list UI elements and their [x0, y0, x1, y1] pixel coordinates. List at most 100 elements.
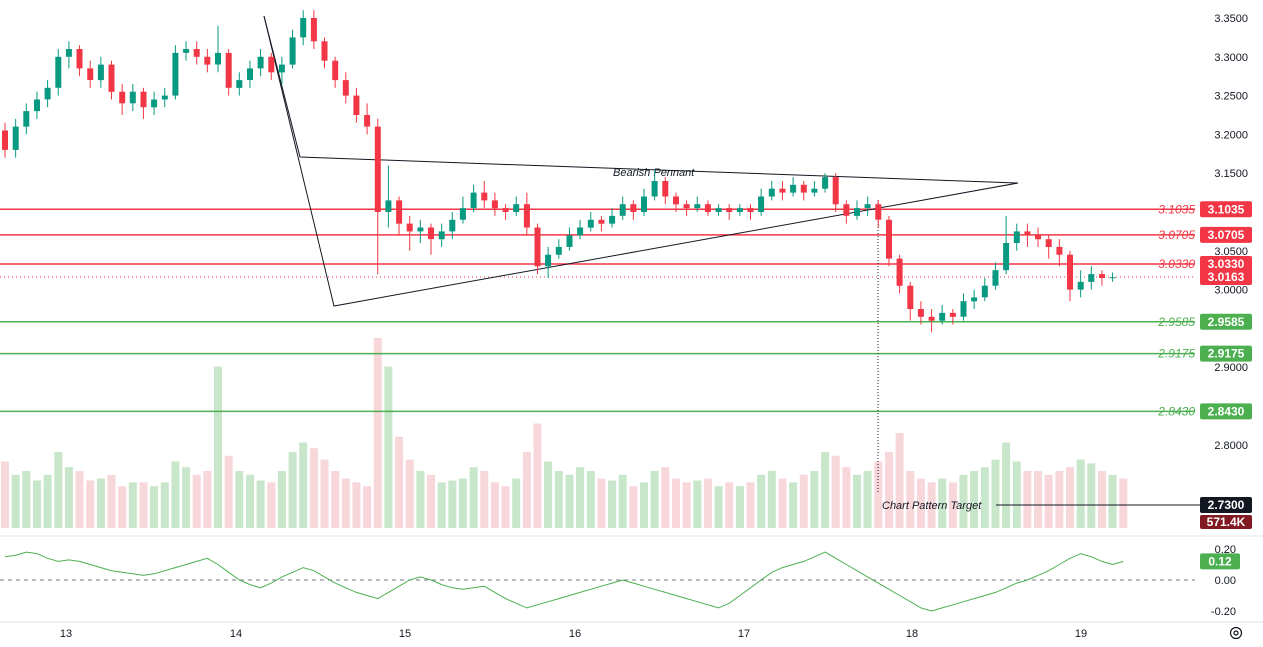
candle-body [459, 208, 466, 220]
candle-body [1056, 246, 1063, 255]
candle-body [353, 95, 360, 115]
volume-bar [608, 480, 617, 528]
candle-body [843, 204, 850, 216]
candle-body [300, 18, 307, 38]
volume-bar [906, 471, 915, 528]
volume-bar [895, 433, 904, 528]
price-tick-label: 3.2500 [1214, 91, 1248, 103]
oscillator-tick-label: 0.00 [1215, 575, 1236, 587]
volume-bar [874, 461, 883, 528]
volume-badge [1200, 515, 1252, 529]
candle-body [428, 227, 434, 240]
volume-bar [480, 471, 489, 528]
candle-body [832, 177, 839, 205]
price-tick-label: 3.0000 [1214, 285, 1248, 297]
candle-body [673, 196, 679, 205]
candle-body [1077, 281, 1084, 290]
candle-body [768, 188, 775, 197]
candle-body [76, 49, 83, 69]
level-badge [1200, 255, 1252, 272]
candle-body [87, 68, 94, 80]
volume-bar [640, 482, 648, 528]
volume-bar [416, 471, 425, 528]
volume-bar [1012, 461, 1021, 528]
candle-body [449, 219, 456, 232]
candle-body [23, 111, 30, 127]
candle-body [289, 37, 296, 65]
volume-bar [75, 471, 84, 528]
volume-bar [1119, 478, 1128, 528]
candle-body [1045, 239, 1052, 247]
candle-body [864, 204, 871, 209]
candle-body [790, 184, 797, 193]
price-badges: 3.1035 3.0705 3.0330 2.9585 2.9175 2.8430 3.01… [1200, 201, 1252, 570]
price-tick-label: 2.9000 [1214, 362, 1248, 374]
candle-body [641, 196, 647, 212]
settings-gear-icon[interactable] [1229, 626, 1243, 640]
level-badge-text: 3.0330 [1208, 257, 1245, 271]
volume-bar [725, 482, 734, 528]
volume-bar [22, 471, 31, 528]
candle-body [683, 204, 690, 209]
volume-bar [1066, 467, 1074, 528]
candle-body [630, 204, 637, 212]
volume-bar [192, 474, 201, 528]
level-label: 3.0330 [1158, 257, 1195, 271]
level-label: 3.1035 [1158, 202, 1195, 216]
price-tick-label: 2.8000 [1214, 440, 1248, 452]
volume-bar [554, 471, 563, 528]
candle-body [822, 177, 829, 189]
volume-bar [139, 482, 148, 528]
volume-bar [224, 455, 233, 528]
candle-body [939, 312, 946, 321]
candle-body [268, 56, 275, 73]
oscillator-tick-label: 0.20 [1215, 544, 1236, 556]
candle-body [278, 64, 285, 73]
volume-bar [938, 478, 947, 528]
pennant-upper-line [263, 15, 1019, 184]
candle-body [960, 301, 967, 317]
candle-body [907, 285, 914, 309]
pennant-lower-line [263, 15, 1019, 307]
candle-body [587, 219, 594, 228]
price-tick-label: 3.0500 [1214, 246, 1248, 258]
candle-body [949, 312, 956, 317]
pennant-label: Bearish Pennant [613, 167, 695, 179]
candle-body [470, 192, 477, 209]
level-badge [1200, 403, 1252, 420]
axes: 3.3500 3.3000 3.2500 3.2000 3.1500 3.0500 3.00… [0, 13, 1263, 640]
volume-bar [43, 474, 52, 528]
time-tick-label: 14 [230, 628, 242, 640]
volume-bar [533, 423, 542, 528]
candle-body [385, 200, 392, 212]
candle-body [119, 91, 126, 104]
volume-bar [522, 452, 531, 528]
volume-bar [767, 471, 776, 528]
volume-bar [33, 480, 41, 528]
candle-body [321, 41, 328, 61]
volume-bar [821, 452, 830, 528]
candle-body [971, 297, 978, 302]
candle-body [1109, 277, 1116, 279]
volume-bar [118, 486, 127, 528]
level-badge-text: 3.0705 [1208, 228, 1245, 242]
target-label: Chart Pattern Target [882, 500, 982, 512]
volume-bar [831, 455, 840, 528]
candle-body [108, 64, 115, 92]
volume-bar [214, 366, 222, 528]
volume-bar [970, 471, 979, 528]
volume-bar [863, 471, 872, 528]
price-tick-label: 3.2000 [1214, 129, 1248, 141]
candle-body [992, 270, 999, 286]
volume-bar [1108, 474, 1117, 528]
volume-bars [1, 338, 1128, 528]
volume-bar [150, 486, 159, 528]
candle-body [502, 208, 509, 212]
candle-body [715, 208, 722, 212]
time-tick-label: 13 [60, 628, 72, 640]
volume-bar [735, 486, 744, 528]
gear-inner [1233, 630, 1239, 636]
candle-body [140, 91, 147, 108]
volume-bar [341, 478, 350, 528]
candle-body [374, 126, 381, 212]
